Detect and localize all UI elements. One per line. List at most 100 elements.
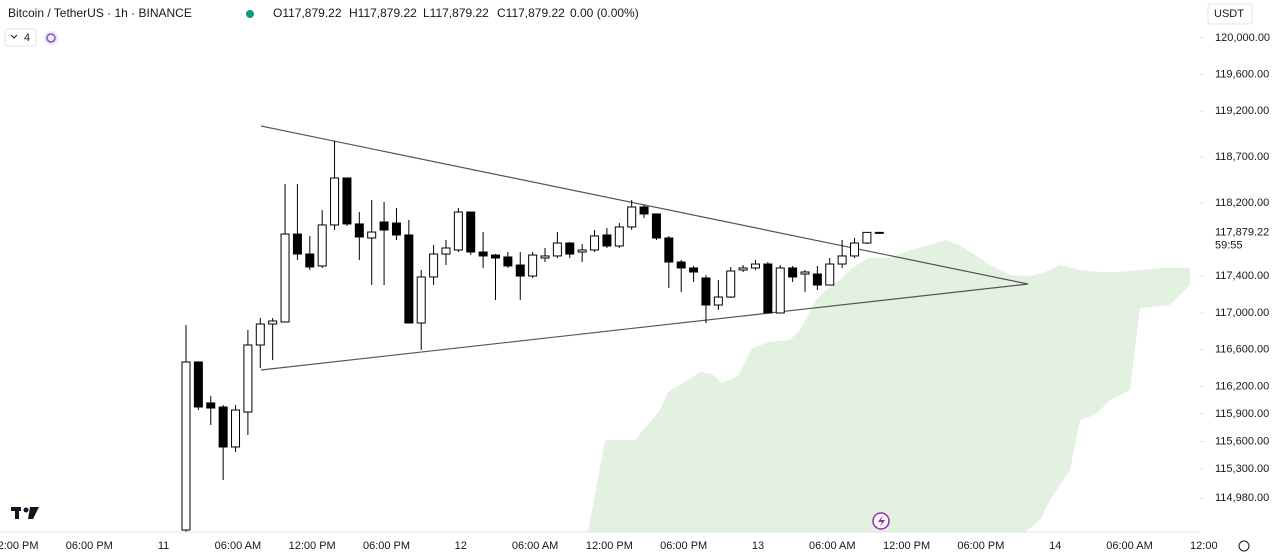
y-axis: 120,000.00 119,600.00 119,200.00 118,700.00…: [1200, 32, 1270, 504]
candle-body: [825, 263, 835, 286]
candle-body: [577, 249, 587, 253]
candle-body: [243, 344, 253, 413]
y-tick-label: 119,600.00: [1215, 68, 1269, 80]
x-tick-label: 13: [752, 540, 764, 552]
y-tick-label: 114,980.00: [1215, 492, 1269, 504]
candle-body: [441, 247, 451, 255]
candle-body: [193, 361, 203, 408]
candle-body: [404, 234, 414, 324]
x-tick-label: 06:00 AM: [1106, 540, 1152, 552]
ohlc-close: C117,879.22: [497, 6, 565, 20]
y-tick-label: 115,300.00: [1215, 463, 1269, 475]
candle-body: [391, 222, 401, 236]
x-tick-label: 14: [1049, 540, 1061, 552]
y-tick-label: 115,600.00: [1215, 435, 1269, 447]
x-tick-label: 12:00 PM: [0, 540, 39, 552]
candle-body: [627, 206, 637, 228]
indicator-count: 4: [24, 32, 30, 44]
triangle-drawing: [260, 125, 1029, 371]
candle-body: [676, 261, 686, 269]
x-tick-label: 06:00 PM: [660, 540, 707, 552]
candle-body: [429, 253, 439, 278]
candle-body: [317, 224, 327, 267]
candle-body: [218, 406, 228, 448]
y-tick-label: 116,600.00: [1215, 344, 1269, 356]
y-tick-label: 120,000.00: [1215, 32, 1270, 44]
candle-body: [354, 223, 364, 238]
indicators-toggle[interactable]: [4, 28, 37, 47]
candle-body: [602, 234, 612, 247]
x-tick-label: 06:00 PM: [66, 540, 113, 552]
candle-body: [478, 251, 488, 257]
candle-body: [726, 270, 736, 298]
settings-icon[interactable]: [1238, 540, 1250, 552]
x-tick-label: 06:00 AM: [512, 540, 558, 552]
tv-logo: [11, 507, 39, 519]
y-tick-label: 117,400.00: [1215, 270, 1269, 282]
x-tick-label: 12:00: [1190, 540, 1218, 552]
candle-body: [750, 263, 760, 269]
candle-body: [639, 206, 649, 215]
candle-body: [330, 177, 340, 226]
candle-body: [850, 242, 860, 257]
candle-body: [206, 402, 216, 409]
refresh-button[interactable]: [44, 31, 58, 45]
candle-body: [503, 256, 513, 267]
candle-body: [800, 271, 810, 275]
x-axis: 12:00 PM 06:00 PM 11 06:00 AM 12:00 PM 06:00 …: [0, 540, 1218, 552]
candle-body: [268, 320, 278, 325]
candle-body: [466, 211, 476, 253]
y-tick-label: 119,200.00: [1215, 105, 1269, 117]
candle-body: [590, 235, 600, 251]
candle-body: [689, 267, 699, 273]
currency: USDT: [1214, 8, 1244, 20]
event-bolt: [878, 515, 885, 527]
candle-body: [280, 233, 290, 323]
candle-body: [713, 296, 723, 306]
candles: [181, 140, 884, 532]
candle-body: [453, 211, 463, 251]
x-tick-label: 11: [158, 540, 169, 552]
candle-body: [552, 242, 562, 257]
countdown: 59:55: [1215, 239, 1243, 251]
refresh-icon: [46, 33, 56, 43]
candle-body: [775, 267, 785, 314]
candle-body: [342, 177, 352, 225]
candle-body: [788, 267, 798, 278]
candle-body: [292, 233, 302, 255]
x-tick-label: 06:00 PM: [363, 540, 410, 552]
symbol: Bitcoin / TetherUS · 1h · BINANCE: [8, 6, 192, 20]
ohlc-low: L117,879.22: [423, 6, 489, 20]
candle-body: [528, 254, 538, 277]
x-tick-label: 06:00 AM: [809, 540, 855, 552]
candle-body: [862, 231, 872, 244]
candle-body: [664, 237, 674, 263]
y-tick-label: 117,000.00: [1215, 307, 1269, 319]
candle-body: [416, 276, 426, 324]
candle-body: [874, 231, 884, 234]
x-tick-label: 12:00 PM: [586, 540, 633, 552]
y-tick-label: 116,200.00: [1215, 380, 1269, 392]
candle-body: [812, 273, 822, 286]
candle-body: [540, 255, 550, 259]
currency-button[interactable]: [1207, 3, 1253, 25]
candle-body: [491, 254, 500, 259]
y-tick-label: 115,900.00: [1215, 408, 1269, 420]
x-tick-label: 06:00 AM: [215, 540, 261, 552]
candle-body: [701, 277, 711, 306]
y-tick-label: 118,700.00: [1215, 151, 1269, 163]
change: 0.00 (0.00%): [570, 6, 639, 20]
candle-body: [255, 323, 265, 346]
candle-body: [614, 226, 624, 247]
candle-body: [305, 253, 315, 268]
candle-body: [379, 221, 389, 231]
ohlc-high: H117,879.22: [349, 6, 417, 20]
price-label: 117,879.22: [1215, 226, 1269, 238]
chevron: [10, 34, 18, 39]
status-dot: [246, 10, 254, 18]
candle-body: [515, 264, 525, 277]
candle-body: [763, 263, 773, 314]
candle-body: [367, 231, 377, 239]
